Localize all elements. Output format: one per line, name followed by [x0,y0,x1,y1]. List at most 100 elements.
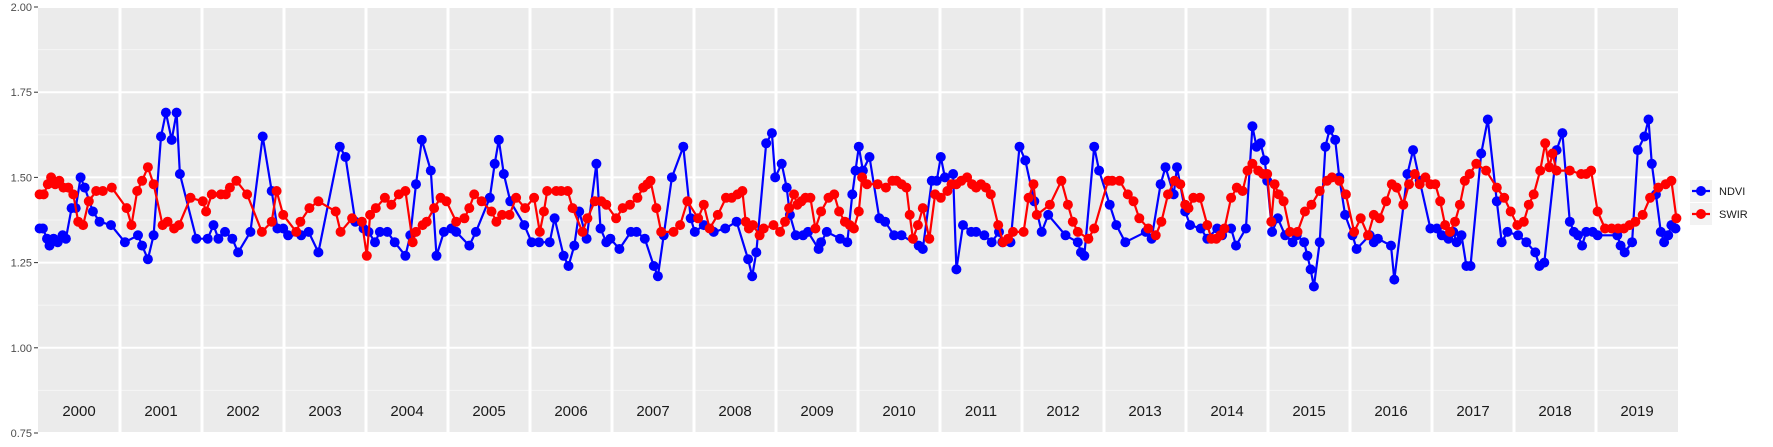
ndvi-data-point [1573,230,1583,241]
swir-data-point [632,192,643,203]
ndvi-data-point [864,152,875,162]
swir-data-point [880,182,891,193]
year-label: 2008 [718,403,751,420]
swir-data-point [542,186,553,196]
swir-data-point [848,223,859,234]
ndvi-data-point [648,261,659,271]
ndvi-data-point [847,189,858,200]
ndvi-data-point [951,264,962,275]
swir-data-point [304,203,315,214]
swir-data-point [330,206,341,217]
ndvi-data-point [526,237,537,248]
swir-data-point [1637,209,1648,220]
ndvi-data-point [60,233,71,244]
ndvi-data-point [233,247,244,258]
swir-data-point [1237,186,1248,196]
swir-data-point [1340,189,1351,200]
swir-data-point [1008,226,1018,237]
ndvi-data-point [720,223,731,234]
swir-data-point [1044,199,1055,210]
swir-data-point [451,216,462,227]
swir-data-point [1202,220,1213,231]
swir-data-point [1481,165,1492,176]
ndvi-data-point [986,237,997,248]
grid-layer [38,6,1678,434]
ndvi-data-point [1408,145,1419,156]
ndvi-data-point [156,131,166,142]
ndvi-data-point [685,213,696,224]
swir-data-point [1355,213,1366,224]
swir-data-point [1247,158,1258,169]
year-label: 2007 [636,403,669,420]
swir-data-point [271,186,282,196]
swir-data-point [704,223,715,234]
swir-data-point [1062,199,1073,210]
ndvi-data-point [971,226,982,237]
ndvi-data-point [106,220,116,231]
swir-data-point [1107,175,1118,186]
ndvi-data-point [889,230,900,241]
ndvi-data-point [1530,247,1541,258]
ndvi-data-point [761,138,772,149]
swir-data-point [1381,196,1392,207]
ndvi-data-point [935,152,946,162]
swir-data-point [1630,216,1641,227]
year-label: 2010 [882,403,915,420]
swir-data-point [853,206,864,217]
ndvi-data-point [425,165,436,176]
swir-data-point [142,162,153,173]
ndvi-data-point [731,216,742,227]
swir-data-point [1306,199,1317,210]
swir-data-point [162,216,173,227]
swir-data-point [83,196,94,207]
ndvi-data-point [1155,179,1166,190]
swir-data-point [1518,216,1529,227]
swir-data-point [1445,226,1455,237]
swir-data-point [872,179,883,190]
y-tick-label: 1.75 [11,87,32,99]
swir-data-point [313,196,324,207]
y-tick-label: 1.50 [11,172,32,184]
swir-data-point [805,192,816,203]
swir-data-point [185,192,196,203]
swir-data-point [1349,226,1360,237]
swir-data-point [577,226,588,237]
ndvi-data-point [842,237,853,248]
swir-data-point [1540,138,1551,149]
ndvi-data-point [1592,230,1603,241]
ndvi-data-point [1643,114,1654,125]
swir-data-point [789,189,799,200]
ndvi-data-point [1043,209,1054,220]
ndvi-data-point [1308,281,1319,292]
swir-data-point [862,179,872,190]
ndvi-data-point [1314,237,1325,248]
swir-data-point [1269,179,1280,190]
swir-data-point [985,189,996,200]
swir-data-point [904,209,915,220]
ndvi-data-point [850,165,861,176]
swir-data-point [538,206,549,217]
swir-data-point [1409,169,1420,179]
ndvi-data-point [1513,230,1524,241]
y-axis: 0.75 1.00 1.25 1.50 1.75 2.00 [11,2,38,440]
ndvi-data-point [1160,162,1171,173]
swir-data-point [1273,189,1284,200]
ndvi-data-point [213,233,224,244]
year-label: 2019 [1620,403,1653,420]
ndvi-data-point [484,192,495,203]
ndvi-data-point [689,226,700,237]
ndvi-data-point [1036,226,1047,237]
ndvi-data-point [639,233,650,244]
swir-data-point [400,186,411,196]
ndvi-data-point [1627,237,1638,248]
ndvi-data-point [853,141,864,152]
swir-data-point [775,226,786,237]
swir-data-point [1398,199,1409,210]
ndvi-data-point [1351,244,1362,254]
ndvi-data-point [1456,230,1467,241]
ndvi-data-point [400,250,411,261]
swir-data-point [1564,165,1575,176]
ndvi-data-point [1639,131,1650,142]
ndvi-data-point [1564,216,1575,227]
swir-data-point [370,203,381,214]
